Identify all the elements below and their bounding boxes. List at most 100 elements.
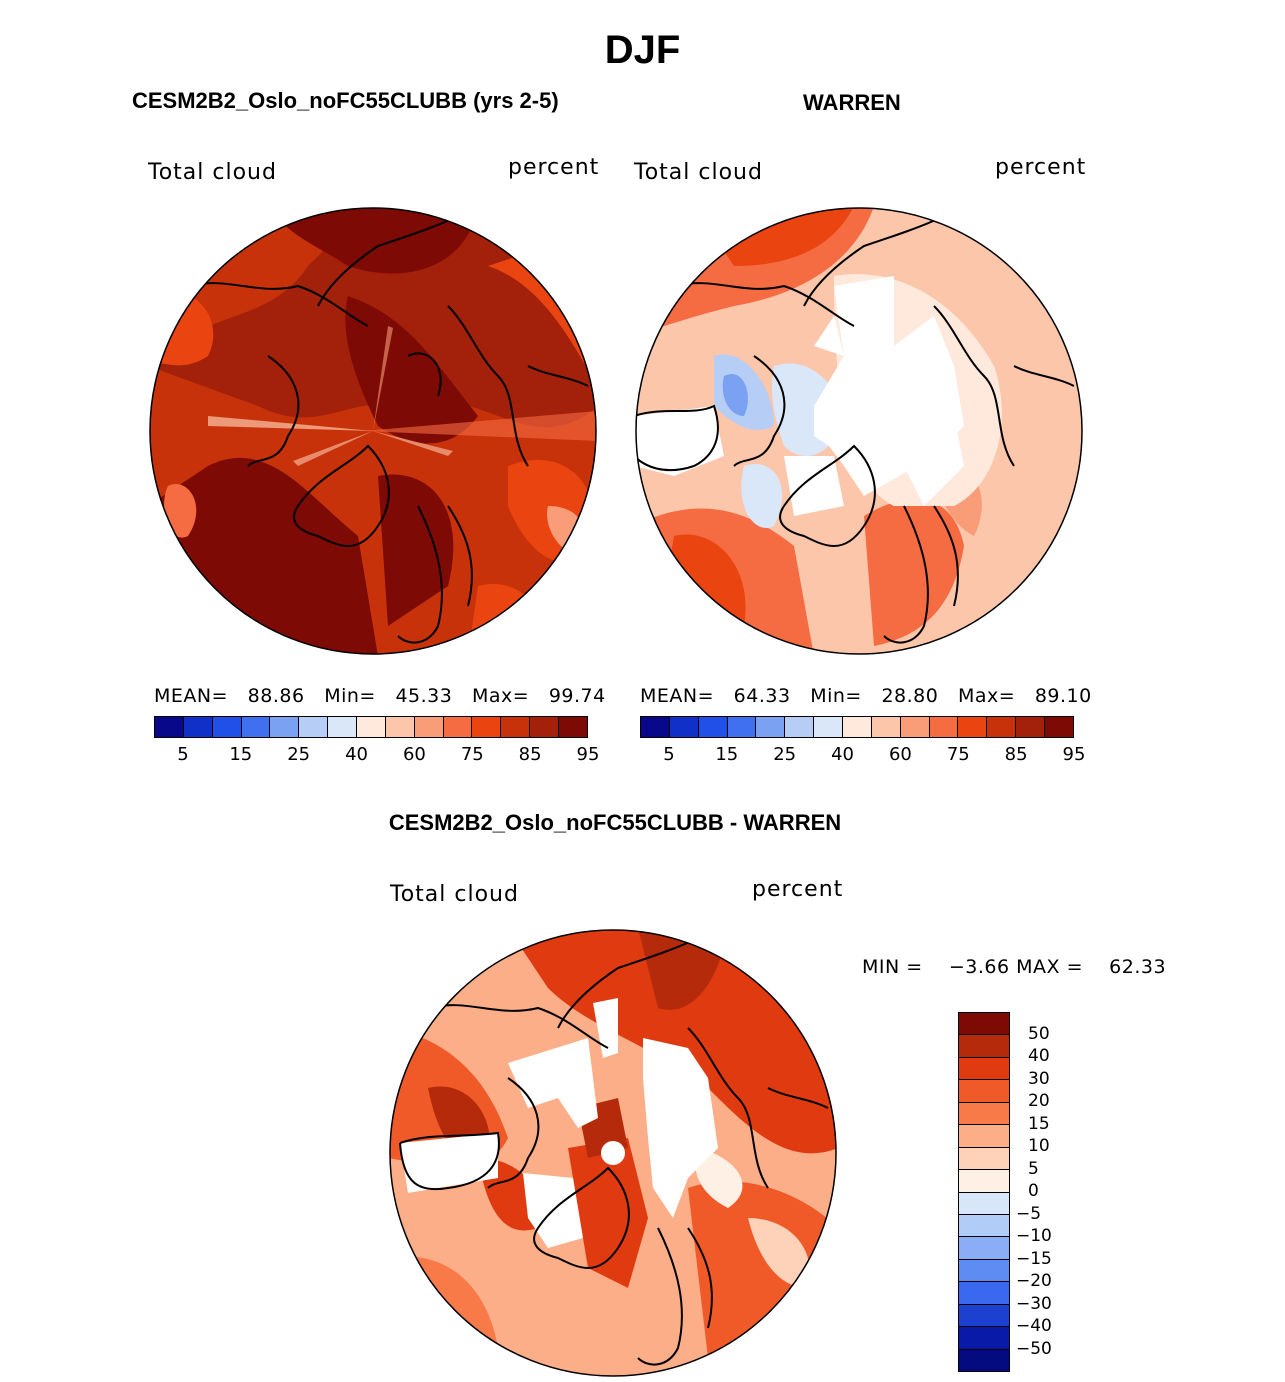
colorbar-tick-label: 0 — [1028, 1181, 1039, 1201]
colorbar-tick-label: −15 — [1016, 1248, 1052, 1269]
colorbar-swatch — [785, 717, 815, 737]
colorbar-swatch — [959, 1259, 1009, 1283]
colorbar-swatch — [871, 717, 901, 737]
colorbar-swatch — [443, 717, 473, 737]
panel1-colorbar-swatches — [154, 716, 588, 738]
colorbar-tick-label: 25 — [287, 744, 311, 765]
colorbar-swatch — [727, 717, 757, 737]
panel3-max-value: 62.33 — [1109, 956, 1167, 978]
colorbar-swatch — [959, 1327, 1009, 1350]
panel1-min-label: Min= — [324, 685, 376, 707]
colorbar-swatch — [501, 717, 531, 737]
colorbar-swatch — [155, 717, 184, 737]
colorbar-tick-label: 15 — [1028, 1113, 1050, 1134]
panel2-mean-value: 64.33 — [733, 685, 791, 707]
colorbar-swatch — [959, 1349, 1009, 1371]
colorbar-swatch — [814, 717, 844, 737]
colorbar-tick-label: 50 — [1028, 1023, 1050, 1044]
panel3-units-label: percent — [752, 877, 844, 902]
panel2-colorbar: 5 15 25 40 60 75 85 95 — [640, 716, 1085, 765]
colorbar-tick-label: 25 — [773, 744, 797, 765]
colorbar-swatch — [530, 717, 560, 737]
panel3-variable-label: Total cloud — [390, 882, 519, 907]
colorbar-swatch — [959, 1170, 1009, 1193]
colorbar-swatch — [959, 1013, 1009, 1036]
panel2-mean-label: MEAN= — [640, 685, 715, 707]
colorbar-tick-label: 30 — [1028, 1068, 1050, 1089]
panel1-colorbar-ticks: 5 15 25 40 60 75 85 95 — [154, 738, 599, 765]
colorbar-tick-label: 95 — [1062, 744, 1086, 765]
colorbar-tick-label: −10 — [1016, 1226, 1052, 1246]
colorbar-tick-label: 75 — [460, 744, 484, 765]
colorbar-swatch — [959, 1304, 1009, 1328]
colorbar-tick-label: 60 — [402, 744, 426, 765]
colorbar-tick-label: 5 — [177, 744, 189, 765]
panel1-polar-map — [149, 207, 597, 655]
colorbar-swatch — [756, 717, 786, 737]
colorbar-swatch — [900, 717, 930, 737]
colorbar-tick-label: −20 — [1016, 1271, 1052, 1291]
panel1-colorbar: 5 15 25 40 60 75 85 95 — [154, 716, 599, 765]
colorbar-swatch — [959, 1125, 1009, 1148]
colorbar-tick-label: −40 — [1016, 1316, 1052, 1336]
colorbar-tick-label: 60 — [888, 744, 912, 765]
colorbar-tick-label: 75 — [946, 744, 970, 765]
colorbar-swatch — [299, 717, 329, 737]
colorbar-swatch — [241, 717, 271, 737]
panel2-colorbar-ticks: 5 15 25 40 60 75 85 95 — [640, 738, 1085, 765]
colorbar-tick-label: 85 — [518, 744, 542, 765]
panel2-polar-map — [635, 207, 1083, 655]
colorbar-tick-label: 40 — [831, 744, 854, 765]
colorbar-tick-label: 5 — [663, 744, 675, 765]
panel1-units-label: percent — [508, 155, 600, 180]
colorbar-swatch — [270, 717, 300, 737]
panel3-title: CESM2B2_Oslo_noFC55CLUBB - WARREN — [388, 810, 842, 835]
colorbar-swatch — [472, 717, 502, 737]
colorbar-swatch — [959, 1035, 1009, 1058]
panel1-min-value: 45.33 — [395, 685, 453, 707]
colorbar-swatch — [987, 717, 1017, 737]
colorbar-tick-label: 10 — [1028, 1136, 1050, 1156]
colorbar-swatch — [1016, 717, 1046, 737]
panel2-units-label: percent — [995, 155, 1087, 180]
colorbar-swatch — [328, 717, 358, 737]
panel1-title: CESM2B2_Oslo_noFC55CLUBB (yrs 2-5) — [132, 88, 559, 113]
colorbar-swatch — [641, 717, 670, 737]
colorbar-swatch — [959, 1080, 1009, 1103]
colorbar-swatch — [212, 717, 242, 737]
colorbar-tick-label: 20 — [1028, 1091, 1050, 1111]
panel2-min-label: Min= — [810, 685, 862, 707]
panel3-colorbar-ticks: 50 40 30 20 15 10 5 0 −5 −10 −15 −20 −30 −40 −50 — [1016, 1012, 1096, 1372]
panel2-variable-label: Total cloud — [634, 160, 763, 185]
panel1-variable-label: Total cloud — [148, 160, 277, 185]
colorbar-swatch — [183, 717, 213, 737]
panel3-stats: MIN = −3.66 MAX = 62.33 — [862, 956, 1166, 978]
panel3-colorbar — [958, 1012, 1010, 1372]
panel1-stats: MEAN= 88.86 Min= 45.33 Max= 99.74 — [154, 685, 606, 707]
panel3-min-label: MIN = — [862, 956, 923, 978]
panel1-mean-value: 88.86 — [247, 685, 305, 707]
colorbar-swatch — [698, 717, 728, 737]
colorbar-swatch — [958, 717, 988, 737]
colorbar-tick-label: 5 — [1028, 1158, 1039, 1179]
panel2-min-value: 28.80 — [881, 685, 939, 707]
colorbar-swatch — [669, 717, 699, 737]
colorbar-tick-label: 40 — [345, 744, 368, 765]
colorbar-tick-label: 15 — [229, 744, 253, 765]
colorbar-swatch — [959, 1237, 1009, 1260]
colorbar-tick-label: −30 — [1016, 1293, 1052, 1314]
colorbar-tick-label: 40 — [1028, 1046, 1050, 1066]
colorbar-swatch — [959, 1102, 1009, 1126]
colorbar-swatch — [385, 717, 415, 737]
panel2-colorbar-swatches — [640, 716, 1074, 738]
colorbar-swatch — [559, 717, 587, 737]
colorbar-tick-label: −5 — [1016, 1203, 1042, 1224]
figure-title: DJF — [604, 28, 681, 72]
panel3-min-value: −3.66 — [948, 956, 1010, 978]
panel2-max-label: Max= — [957, 685, 1016, 707]
colorbar-swatch — [929, 717, 959, 737]
panel1-mean-label: MEAN= — [154, 685, 229, 707]
panel2-stats: MEAN= 64.33 Min= 28.80 Max= 89.10 — [640, 685, 1092, 707]
colorbar-swatch — [414, 717, 444, 737]
colorbar-swatch — [843, 717, 872, 737]
